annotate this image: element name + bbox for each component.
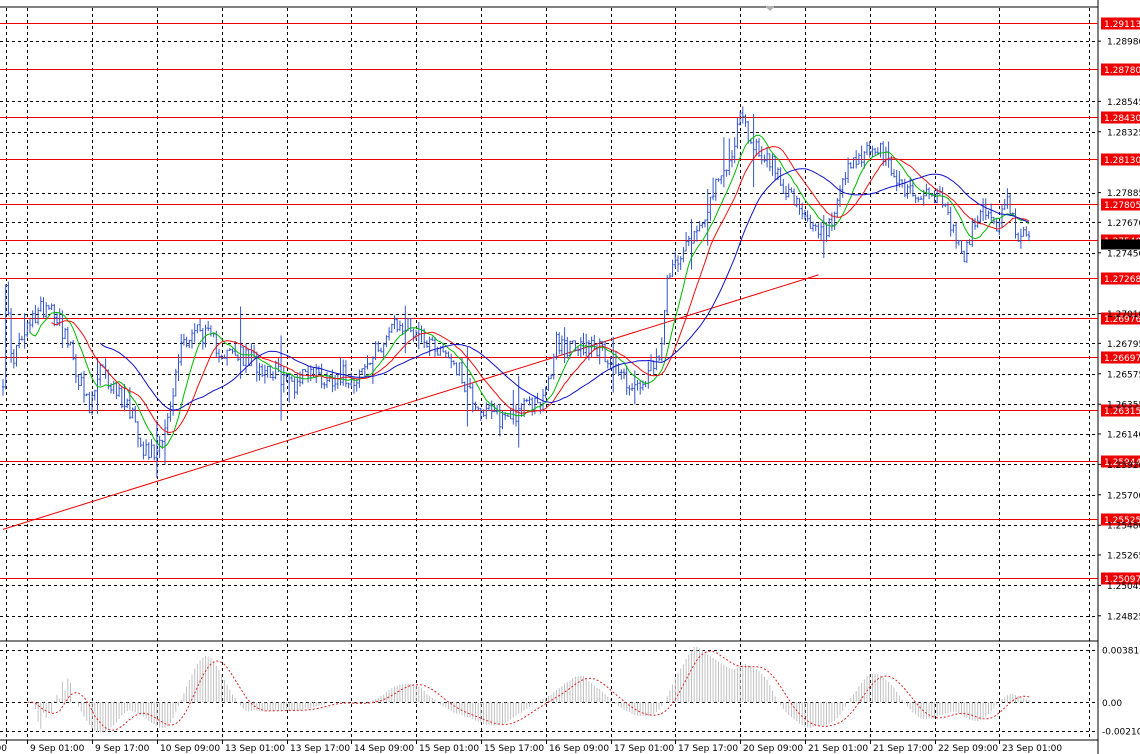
price-tick-label: 1.25700 [1107,491,1140,501]
level-label: 1.25525 [1104,516,1140,526]
time-tick-label: 21 Sep 01:00 [808,744,868,754]
moving-averages [29,134,1030,449]
osc-tick-label: 0.00 [1102,699,1122,709]
time-tick-label: 23 Sep 01:00 [1002,744,1062,754]
time-tick-label: 13 Sep 17:00 [290,744,350,754]
moving-average-line [29,134,1030,449]
level-label-box [1101,111,1140,124]
price-tick-label: 1.25920 [1107,461,1140,471]
price-tick-label: 1.28545 [1107,98,1140,108]
time-tick-label: 10 Sep 09:00 [160,744,220,754]
level-label-box [1101,312,1140,325]
price-tick-label: 1.24825 [1107,612,1140,622]
level-label: 1.27268 [1104,275,1140,285]
time-tick-label: 15 Sep 01:00 [419,744,479,754]
price-tick-label: 1.28325 [1107,128,1140,138]
moving-average-line [51,146,1030,433]
level-label: 1.28430 [1104,114,1140,124]
time-tick-label: 22 Sep 09:00 [938,744,998,754]
time-tick-label: 16 Sep 09:00 [549,744,609,754]
price-tick-label: 1.25480 [1107,522,1140,532]
level-label-box [1101,17,1140,30]
level-label: 1.26976 [1104,315,1140,325]
trendline-line [2,274,819,530]
level-label-box [1101,404,1140,417]
time-tick-label: 9 Sep 01:00 [30,744,85,754]
time-axis: 8 Sep 09:00 9 Sep 01:00 9 Sep 17:00 10 Sep … [0,740,1062,754]
price-axis: 1.28980 1.28545 1.28325 1.27885 1.27670 1.274… [1098,38,1140,622]
osc-tick-label: -0.00210 [1102,728,1140,738]
level-label-box [1101,572,1140,585]
time-tick-label: 17 Sep 17:00 [678,744,738,754]
level-label-box [1101,198,1140,211]
time-tick-label: 17 Sep 01:00 [614,744,674,754]
level-label: 1.25097 [1104,575,1140,585]
price-tick-label: 1.26355 [1107,401,1140,411]
level-label-box [1101,513,1140,526]
time-tick-label: 8 Sep 09:00 [0,744,7,754]
price-tick-label: 1.26140 [1107,430,1140,440]
price-tick-label: 1.26575 [1107,370,1140,380]
price-tick-label: 1.26795 [1107,340,1140,350]
shift-marker-icon[interactable] [765,6,775,11]
current-price-marker [1101,239,1140,250]
oscillator-pane: 0.003818 0.00 -0.00210 [27,646,1140,738]
time-tick-label: 20 Sep 09:00 [743,744,803,754]
price-tick-label: 1.27670 [1107,219,1140,229]
price-tick-label: 1.27010 [1107,310,1140,320]
time-tick-label: 14 Sep 09:00 [354,744,414,754]
price-tick-label: 1.25265 [1107,551,1140,561]
level-label: 1.28130 [1104,156,1140,166]
price-tick-label: 1.27450 [1107,249,1140,259]
time-tick-label: 13 Sep 01:00 [225,744,285,754]
level-label: 1.28780 [1104,66,1140,76]
osc-signal-line [27,650,1030,731]
time-tick-label: 15 Sep 17:00 [484,744,544,754]
level-label-box [1101,351,1140,364]
price-tick-label: 1.28980 [1107,38,1140,48]
level-label-box [1101,153,1140,166]
moving-average-line [99,168,1030,411]
grid [0,0,1099,754]
level-label-box [1101,455,1140,468]
level-label: 1.26697 [1104,354,1140,364]
level-label: 1.26315 [1104,407,1140,417]
trendline[interactable] [2,274,819,530]
level-label: 1.25944 [1104,458,1140,468]
osc-tick-label: 0.003818 [1102,646,1140,656]
level-label: 1.29113 [1104,20,1140,30]
price-tick-label: 1.25045 [1107,582,1140,592]
level-label-box [1101,63,1140,76]
horizontal-levels[interactable]: 1.291131.287801.284301.281301.278051.275… [0,17,1140,586]
time-tick-label: 9 Sep 17:00 [95,744,150,754]
level-label: 1.27805 [1104,201,1140,211]
level-label-box [1101,272,1140,285]
price-tick-label: 1.27885 [1107,189,1140,199]
time-tick-label: 21 Sep 17:00 [873,744,933,754]
